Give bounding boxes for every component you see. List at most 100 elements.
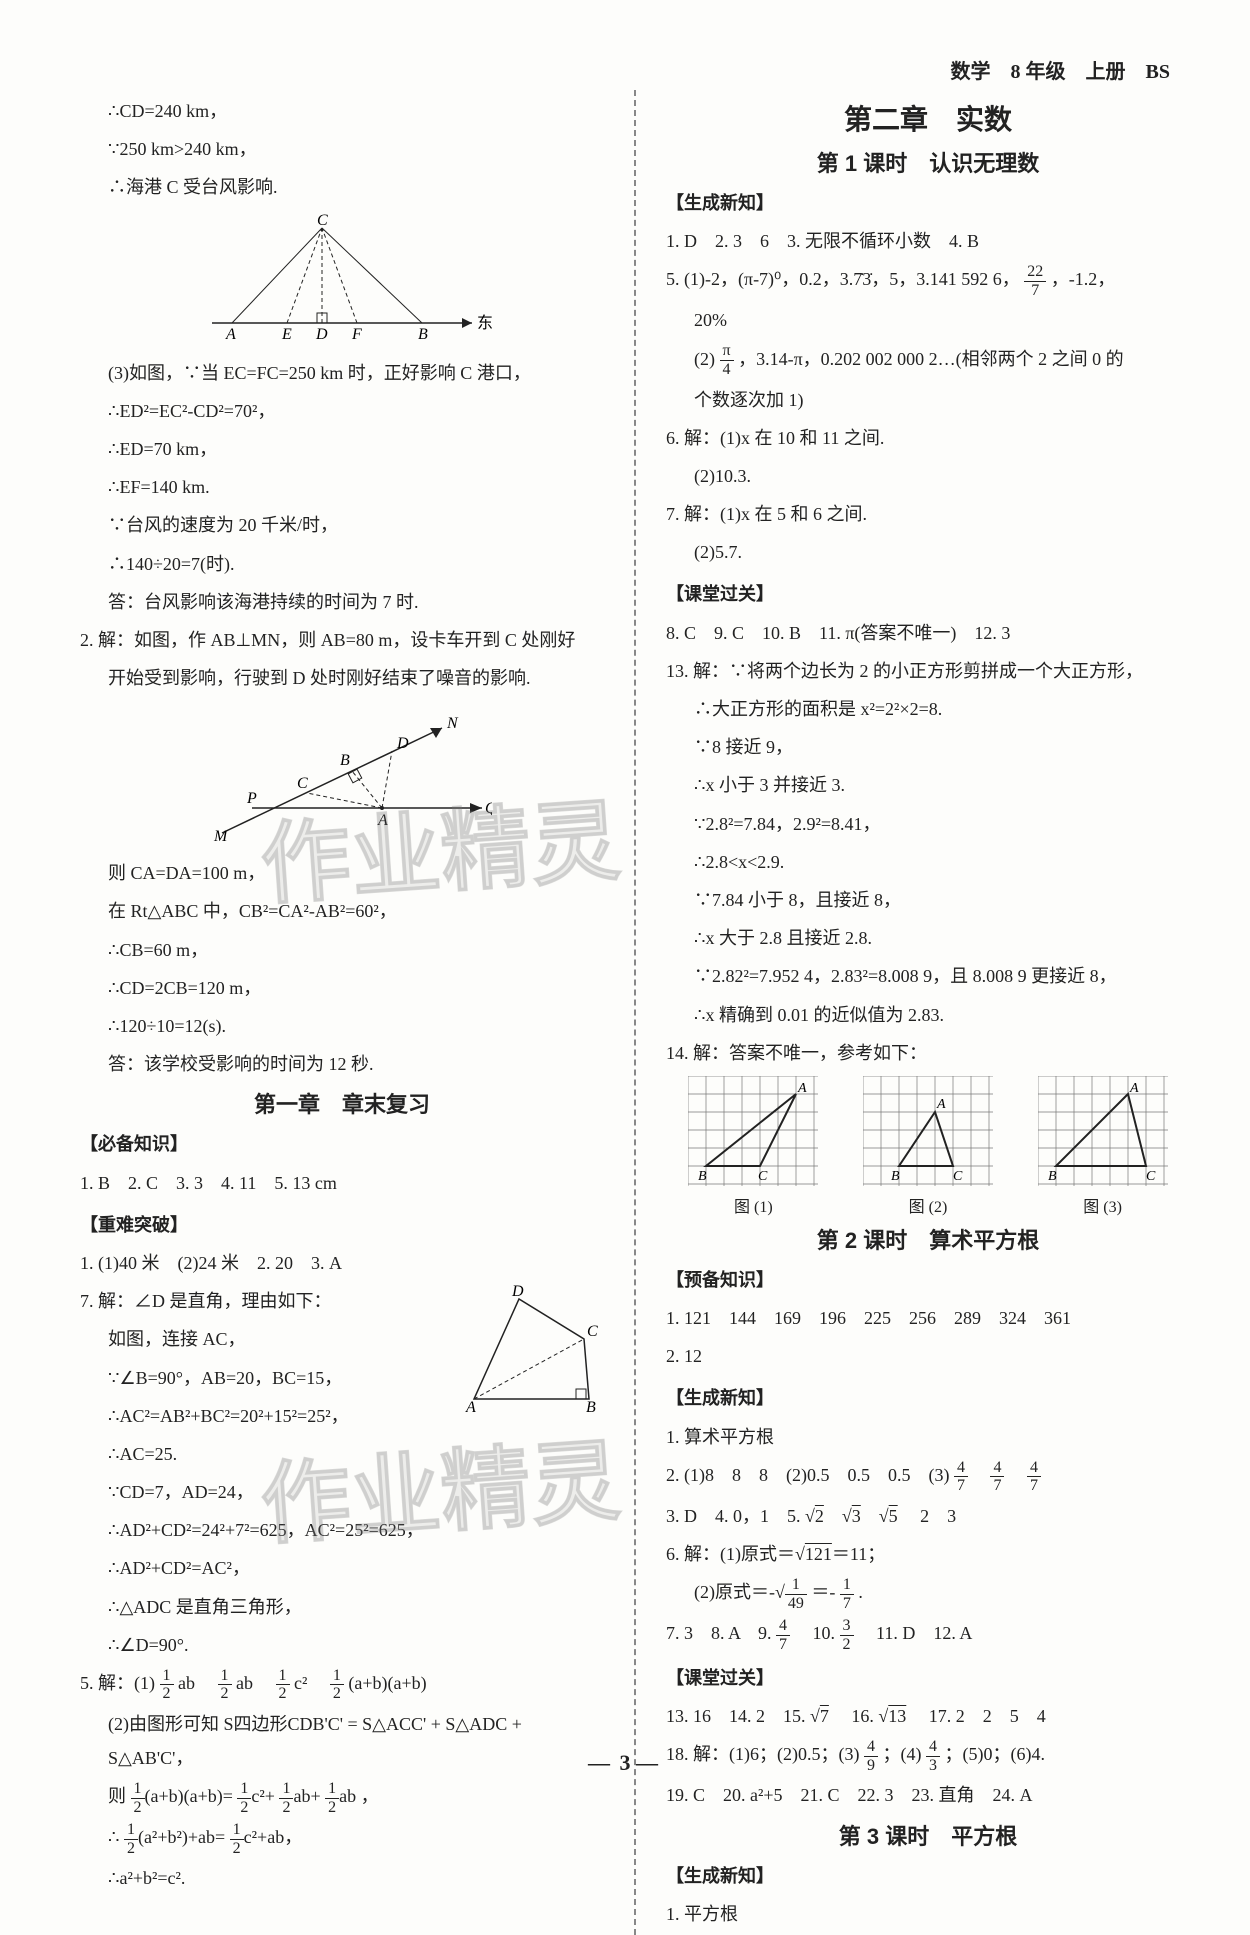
svg-text:D: D xyxy=(315,326,328,343)
text: 6. 解：(1)x 在 10 和 11 之间. xyxy=(666,421,1190,455)
svg-text:B: B xyxy=(418,326,428,343)
text: 答：台风影响该海港持续的时间为 7 时. xyxy=(80,585,604,619)
text: 个数逐次加 1) xyxy=(666,383,1190,417)
svg-text:A: A xyxy=(377,812,388,829)
text: ∴EF=140 km. xyxy=(80,470,604,504)
text: 2. 12 xyxy=(666,1339,1190,1373)
svg-text:C: C xyxy=(587,1323,598,1340)
text: (2)5.7. xyxy=(666,535,1190,569)
grid-figures: B C A B C A xyxy=(666,1076,1190,1191)
text: ∴140÷20=7(时). xyxy=(80,547,604,581)
text: 20% xyxy=(666,303,1190,337)
svg-text:C: C xyxy=(297,775,308,792)
lesson3-title: 第 3 课时 平方根 xyxy=(666,1819,1190,1851)
svg-text:东: 东 xyxy=(477,314,492,332)
svg-text:D: D xyxy=(396,735,409,752)
text: ∴x 小于 3 并接近 3. xyxy=(666,768,1190,802)
text: 1. B 2. C 3. 3 4. 11 5. 13 cm xyxy=(80,1166,604,1200)
text: 3. D 4. 0，1 5. √2 √3 √5 2 3 xyxy=(666,1499,1190,1533)
text: ∴2.8<x<2.9. xyxy=(666,845,1190,879)
svg-text:B: B xyxy=(698,1169,707,1184)
text: 2. (1)8 8 8 (2)0.5 0.5 0.5 (3) 47 47 47 xyxy=(666,1458,1190,1495)
text: ∴CD=240 km， xyxy=(80,94,604,128)
text: ∵7.84 小于 8，且接近 8， xyxy=(666,883,1190,917)
text: 2. 解：如图，作 AB⊥MN，则 AB=80 m，设卡车开到 C 处刚好 xyxy=(80,623,604,657)
text: ∴CB=60 m， xyxy=(80,933,604,967)
text: ∵250 km>240 km， xyxy=(80,132,604,166)
figure-quad: A B C D xyxy=(454,1284,604,1419)
text: 7. 3 8. A 9. 47 10. 32 11. D 12. A xyxy=(666,1616,1190,1653)
text: 14. 解：答案不唯一，参考如下： xyxy=(666,1036,1190,1070)
svg-text:A: A xyxy=(225,326,236,343)
section-header: 【重难突破】 xyxy=(80,1208,604,1242)
text: 1. D 2. 3 6 3. 无限不循环小数 4. B xyxy=(666,224,1190,258)
text: (2)原式＝-√149 ＝- 17 . xyxy=(666,1575,1190,1612)
text: ∵2.82²=7.952 4，2.83²=8.008 9，且 8.008 9 更… xyxy=(666,959,1190,993)
svg-text:C: C xyxy=(758,1169,768,1184)
section-header: 【课堂过关】 xyxy=(666,1661,1190,1695)
svg-text:C: C xyxy=(317,213,328,229)
text: ∴ 12(a²+b²)+ab= 12c²+ab， xyxy=(80,1820,604,1857)
text: 8. C 9. C 10. B 11. π(答案不唯一) 12. 3 xyxy=(666,616,1190,650)
text: 1. 算术平方根 xyxy=(666,1420,1190,1454)
text: ∴ED=70 km， xyxy=(80,432,604,466)
chapter2-title: 第二章 实数 xyxy=(666,98,1190,138)
text: 则 CA=DA=100 m， xyxy=(80,856,604,890)
svg-text:C: C xyxy=(1146,1169,1156,1184)
figure-triangle-east: 东 C A E D F B xyxy=(80,213,604,348)
figure-noise: N M P Q A B C D xyxy=(80,703,604,848)
svg-text:A: A xyxy=(1129,1081,1139,1096)
text: (2)由图形可知 S四边形CDB'C' = S△ACC' + S△ADC + S… xyxy=(80,1707,604,1775)
svg-text:P: P xyxy=(246,790,257,807)
svg-text:E: E xyxy=(281,326,292,343)
svg-text:B: B xyxy=(1048,1169,1057,1184)
svg-text:D: D xyxy=(511,1284,524,1300)
text: 答：该学校受影响的时间为 12 秒. xyxy=(80,1047,604,1081)
text: ∴AD²+CD²=AC²， xyxy=(80,1551,604,1585)
text: ∴大正方形的面积是 x²=2²×2=8. xyxy=(666,692,1190,726)
text: ∵CD=7，AD=24， xyxy=(80,1475,604,1509)
text: 19. C 20. a²+5 21. C 22. 3 23. 直角 24. A xyxy=(666,1778,1190,1812)
svg-text:B: B xyxy=(891,1169,900,1184)
text: 1. (1)40 米 (2)24 米 2. 20 3. A xyxy=(80,1246,604,1280)
section-header: 【生成新知】 xyxy=(666,186,1190,220)
text: (3)如图，∵当 EC=FC=250 km 时，正好影响 C 港口， xyxy=(80,356,604,390)
text: ∴x 精确到 0.01 的近似值为 2.83. xyxy=(666,998,1190,1032)
text: ∴CD=2CB=120 m， xyxy=(80,971,604,1005)
section-header: 【预备知识】 xyxy=(666,1263,1190,1297)
text: 5. (1)-2，(π-7)⁰，0.2，3.7̇3̇，5，3.141 592 6… xyxy=(666,262,1190,299)
section-header: 【生成新知】 xyxy=(666,1859,1190,1893)
svg-text:C: C xyxy=(953,1169,963,1184)
text: ∴AC=25. xyxy=(80,1437,604,1471)
text: ∵8 接近 9， xyxy=(666,730,1190,764)
grid-captions: 图 (1) 图 (2) 图 (3) xyxy=(666,1193,1190,1217)
page-number: — 3 — xyxy=(588,1750,662,1776)
section-header: 【必备知识】 xyxy=(80,1127,604,1161)
text: ∴△ADC 是直角三角形， xyxy=(80,1590,604,1624)
text: ∴AD²+CD²=24²+7²=625，AC²=25²=625， xyxy=(80,1513,604,1547)
svg-text:B: B xyxy=(340,752,350,769)
section-header: 【课堂过关】 xyxy=(666,577,1190,611)
column-divider xyxy=(634,90,636,1935)
svg-text:F: F xyxy=(351,326,362,343)
svg-text:N: N xyxy=(446,715,459,732)
text: ∵台风的速度为 20 千米/时， xyxy=(80,508,604,542)
svg-text:B: B xyxy=(586,1399,596,1414)
text: 1. 121 144 169 196 225 256 289 324 361 xyxy=(666,1301,1190,1335)
text: 6. 解：(1)原式＝√121＝11； xyxy=(666,1537,1190,1571)
text: 18. 解：(1)6；(2)0.5；(3) 49 ；(4) 43 ；(5)0；(… xyxy=(666,1737,1190,1774)
text: ∴海港 C 受台风影响. xyxy=(80,170,604,204)
text: 在 Rt△ABC 中，CB²=CA²-AB²=60²， xyxy=(80,894,604,928)
text: ∴x 大于 2.8 且接近 2.8. xyxy=(666,921,1190,955)
text: 13. 解：∵将两个边长为 2 的小正方形剪拼成一个大正方形， xyxy=(666,654,1190,688)
text: 13. 16 14. 2 15. √7 16. √13 17. 2 2 5 4 xyxy=(666,1699,1190,1733)
text: 则 12(a+b)(a+b)= 12c²+ 12ab+ 12ab ， xyxy=(80,1779,604,1816)
text: (2) π4 ，3.14-π，0.202 002 000 2…(相邻两个 2 之… xyxy=(666,342,1190,379)
text: ∵2.8²=7.84，2.9²=8.41， xyxy=(666,807,1190,841)
left-column: ∴CD=240 km， ∵250 km>240 km， ∴海港 C 受台风影响.… xyxy=(80,90,614,1935)
text: 开始受到影响，行驶到 D 处时刚好结束了噪音的影响. xyxy=(80,661,604,695)
svg-text:M: M xyxy=(213,828,229,843)
text: ∴a²+b²=c². xyxy=(80,1861,604,1895)
svg-text:A: A xyxy=(936,1097,946,1112)
text: ∴∠D=90°. xyxy=(80,1628,604,1662)
